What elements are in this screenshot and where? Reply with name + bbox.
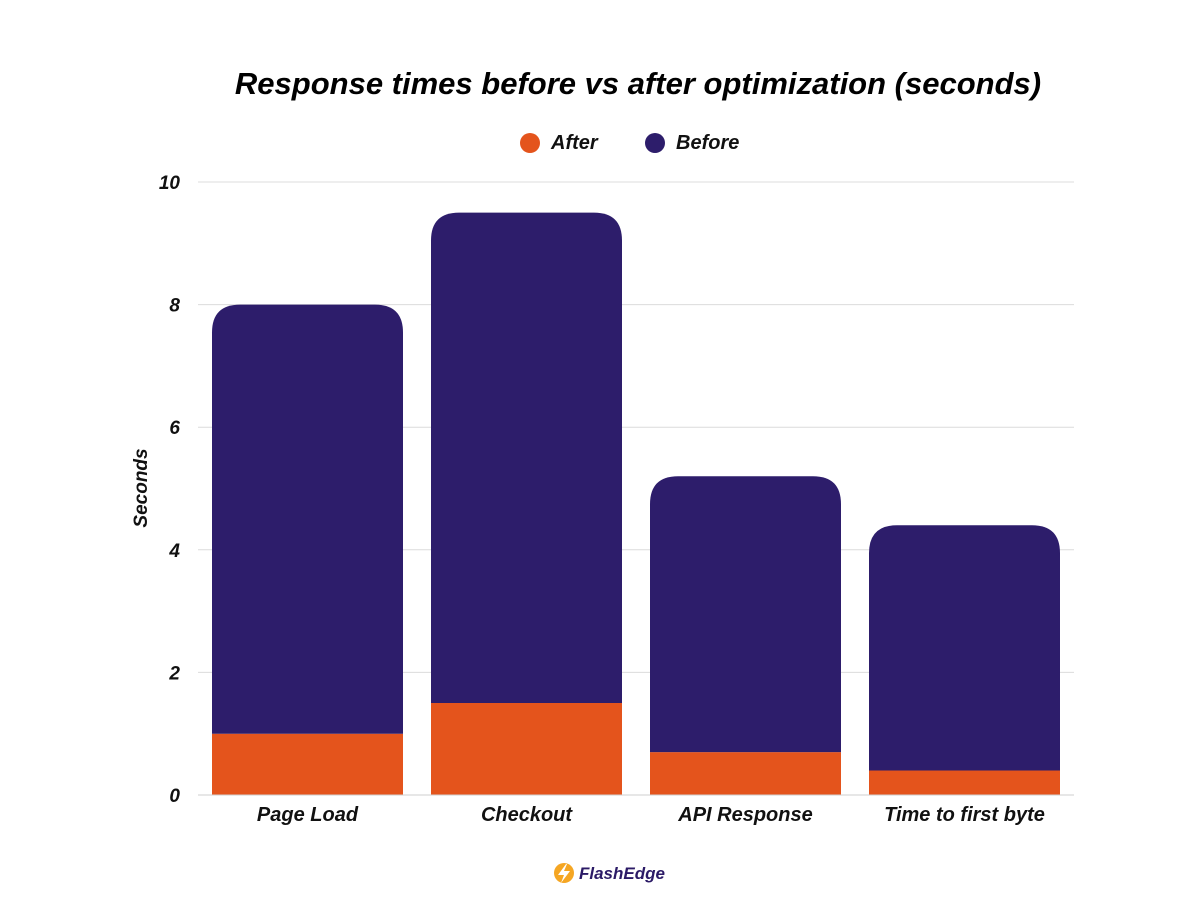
bar-before-page-load bbox=[212, 304, 403, 734]
bar-after-api-response bbox=[650, 752, 841, 795]
x-tick-label: Time to first byte bbox=[884, 804, 1045, 826]
legend-label-after: After bbox=[550, 132, 599, 154]
legend-swatch-after bbox=[520, 133, 540, 153]
bar-after-time-to-first-byte bbox=[869, 770, 1060, 795]
x-axis-labels: Page Load Checkout API Response Time to fir… bbox=[257, 804, 1045, 826]
x-tick-label: Page Load bbox=[257, 804, 359, 826]
bars bbox=[212, 212, 1060, 795]
chart-title: Response times before vs after optimizat… bbox=[235, 66, 1041, 101]
brand-logo: FlashEdge bbox=[554, 863, 665, 883]
chart-legend: After Before bbox=[520, 132, 739, 154]
brand-name: FlashEdge bbox=[579, 864, 665, 883]
y-axis-title: Seconds bbox=[131, 448, 152, 527]
y-tick-label: 2 bbox=[168, 663, 180, 684]
bar-before-time-to-first-byte bbox=[869, 525, 1060, 771]
bar-after-page-load bbox=[212, 733, 403, 795]
y-tick-label: 6 bbox=[169, 418, 180, 439]
x-tick-label: API Response bbox=[677, 804, 812, 826]
legend-swatch-before bbox=[645, 133, 665, 153]
y-tick-label: 10 bbox=[159, 173, 181, 194]
y-tick-label: 8 bbox=[169, 296, 180, 317]
lightning-bolt-icon bbox=[554, 863, 574, 883]
bar-before-checkout bbox=[431, 212, 622, 704]
legend-label-before: Before bbox=[676, 132, 739, 154]
y-tick-label: 0 bbox=[169, 786, 180, 807]
x-tick-label: Checkout bbox=[481, 804, 573, 826]
y-axis-ticks: 0 2 4 6 8 10 bbox=[159, 173, 181, 807]
y-tick-label: 4 bbox=[168, 541, 180, 562]
bar-after-checkout bbox=[431, 703, 622, 795]
bar-before-api-response bbox=[650, 476, 841, 753]
